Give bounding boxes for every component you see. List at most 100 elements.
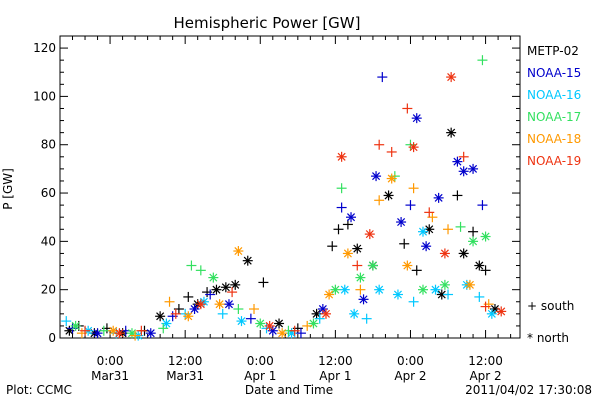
legend-entry: NOAA-16 xyxy=(527,88,581,102)
symbol-legend-entry: + south xyxy=(527,299,574,313)
data-point-north xyxy=(189,304,200,315)
x-tick-date-label: Apr 1 xyxy=(244,369,276,383)
data-point-south xyxy=(195,265,206,276)
data-point-south xyxy=(158,323,169,334)
data-point-north xyxy=(458,248,469,259)
data-marks xyxy=(61,55,507,341)
data-point-south xyxy=(452,190,463,201)
data-point-south xyxy=(374,195,385,206)
data-point-north xyxy=(383,190,394,201)
data-point-north xyxy=(402,260,413,271)
data-point-south xyxy=(327,241,338,252)
data-point-north xyxy=(374,284,385,295)
data-point-north xyxy=(496,306,507,317)
x-tick-label: 12:00 xyxy=(168,354,203,368)
data-point-north xyxy=(386,173,397,184)
data-point-south xyxy=(289,325,300,336)
data-point-north xyxy=(371,171,382,182)
y-axis-label: P [GW] xyxy=(1,168,15,210)
data-point-north xyxy=(330,284,341,295)
data-point-north xyxy=(236,316,247,327)
data-point-north xyxy=(468,236,479,247)
data-point-north xyxy=(352,243,363,254)
legend: METP-02 NOAA-15 NOAA-16 NOAA-17 NOAA-18 NOAA-… xyxy=(527,44,581,168)
data-point-north xyxy=(214,299,225,310)
legend-entry: NOAA-19 xyxy=(527,154,581,168)
data-point-north xyxy=(220,282,231,293)
footer-credit: Plot: CCMC xyxy=(6,383,72,397)
data-point-north xyxy=(452,156,463,167)
data-point-south xyxy=(411,265,422,276)
data-point-south xyxy=(352,260,363,271)
y-tick-label: 20 xyxy=(41,283,56,297)
data-point-north xyxy=(277,328,288,339)
x-axis-label: Date and Time xyxy=(245,383,333,397)
x-tick-label: 12:00 xyxy=(468,354,503,368)
data-point-north xyxy=(421,241,432,252)
data-point-north xyxy=(70,320,81,331)
data-point-south xyxy=(205,289,216,300)
data-point-north xyxy=(223,299,234,310)
data-point-south xyxy=(468,226,479,237)
data-point-north xyxy=(274,318,285,329)
data-point-north xyxy=(364,229,375,240)
x-tick-date-label: Mar31 xyxy=(166,369,204,383)
data-point-north xyxy=(208,272,219,283)
data-point-south xyxy=(258,277,269,288)
data-point-south xyxy=(336,202,347,213)
data-point-south xyxy=(186,260,197,271)
data-point-north xyxy=(433,192,444,203)
x-tick-date-label: Mar31 xyxy=(91,369,129,383)
data-point-north xyxy=(183,311,194,322)
data-point-north xyxy=(367,260,378,271)
data-point-south xyxy=(408,183,419,194)
x-tick-label: 0:00 xyxy=(397,354,424,368)
data-point-north xyxy=(430,284,441,295)
y-tick-label: 60 xyxy=(41,186,56,200)
data-point-north xyxy=(408,142,419,153)
data-point-south xyxy=(333,224,344,235)
data-point-south xyxy=(227,287,238,298)
data-point-south xyxy=(477,55,488,66)
data-point-north xyxy=(396,217,407,228)
data-point-south xyxy=(361,313,372,324)
data-point-north xyxy=(446,127,457,138)
data-point-south xyxy=(336,183,347,194)
footer-timestamp: 2011/04/02 17:30:08 xyxy=(465,383,592,397)
y-tick-label: 120 xyxy=(33,41,56,55)
x-tick-label: 0:00 xyxy=(97,354,124,368)
data-point-south xyxy=(455,221,466,232)
data-point-south xyxy=(164,296,175,307)
y-tick-label: 0 xyxy=(48,331,56,345)
data-point-north xyxy=(255,318,266,329)
legend-entry: NOAA-17 xyxy=(527,110,581,124)
data-point-north xyxy=(458,166,469,177)
data-point-north xyxy=(324,289,335,300)
data-point-north xyxy=(339,284,350,295)
data-point-south xyxy=(183,291,194,302)
data-point-south xyxy=(61,316,72,327)
data-point-south xyxy=(377,72,388,83)
y-tick-label: 100 xyxy=(33,89,56,103)
data-point-north xyxy=(230,279,241,290)
data-point-north xyxy=(411,113,422,124)
symbol-legend-entry: * north xyxy=(527,331,569,345)
data-point-north xyxy=(464,279,475,290)
data-point-north xyxy=(439,248,450,259)
data-point-north xyxy=(195,299,206,310)
data-point-south xyxy=(217,308,228,319)
data-point-south xyxy=(480,301,491,312)
x-tick-label: 0:00 xyxy=(247,354,274,368)
data-point-south xyxy=(443,224,454,235)
data-point-north xyxy=(358,294,369,305)
data-point-south xyxy=(402,103,413,114)
data-point-north xyxy=(486,308,497,319)
legend-entry: NOAA-15 xyxy=(527,66,581,80)
data-point-south xyxy=(480,265,491,276)
legend-entry: METP-02 xyxy=(527,44,579,58)
data-point-north xyxy=(392,289,403,300)
data-point-south xyxy=(302,320,313,331)
data-point-north xyxy=(155,311,166,322)
data-point-south xyxy=(374,139,385,150)
